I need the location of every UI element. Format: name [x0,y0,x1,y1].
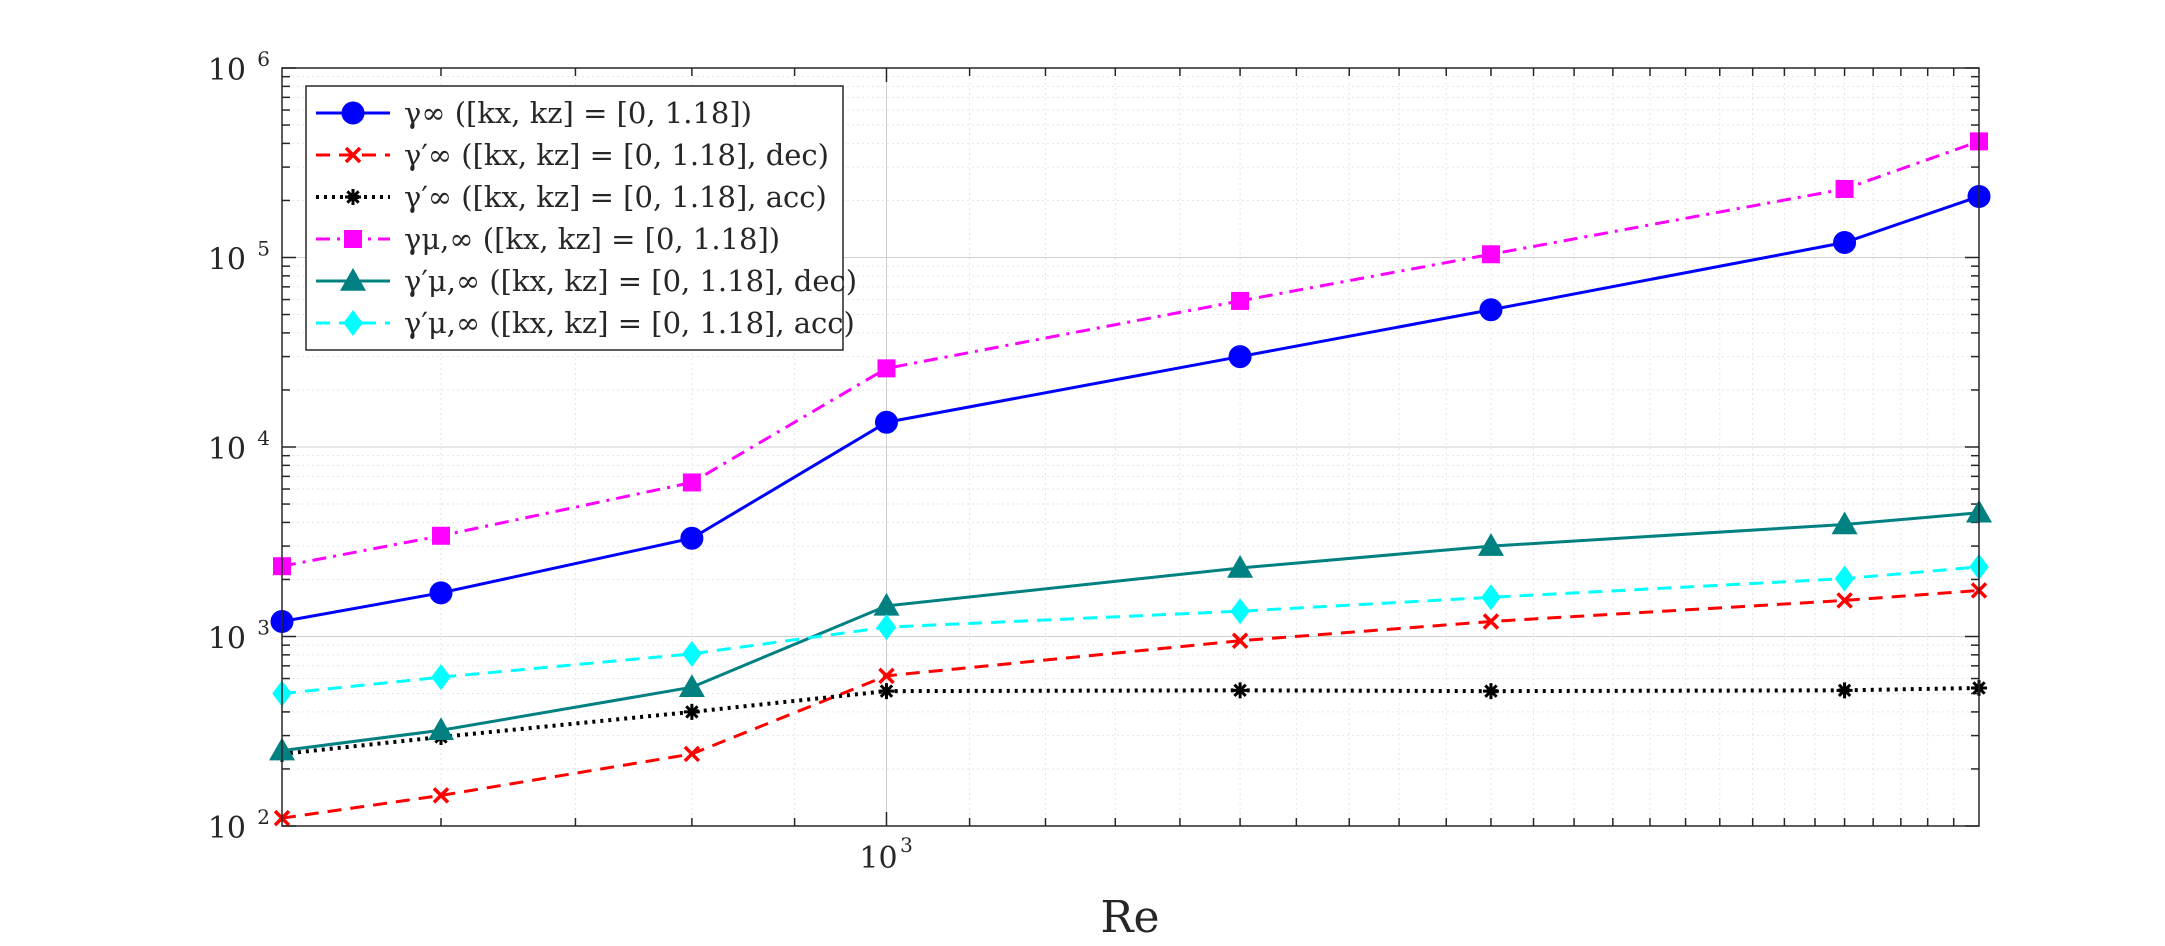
data-point [1482,683,1499,700]
y-tick-label: 10 [208,53,246,88]
data-point [1833,230,1857,254]
legend-item: γ′μ,∞ ([kx, kz] = [0, 1.18], acc) [316,306,855,340]
legend-label: γ′∞ ([kx, kz] = [0, 1.18], dec) [404,138,829,172]
series-4 [273,132,1988,576]
data-point [1227,554,1254,578]
data-point [1232,682,1249,699]
data-point [1479,298,1503,322]
legend-item: γ′μ,∞ ([kx, kz] = [0, 1.18], dec) [316,264,857,298]
y-tick-label-exponent: 3 [257,616,270,640]
legend-item: γ∞ ([kx, kz] = [0, 1.18]) [316,96,752,130]
data-point [429,581,453,605]
series-line [281,588,1980,820]
data-point [682,640,702,667]
legend-item: γ′∞ ([kx, kz] = [0, 1.18], dec) [316,138,829,172]
data-point [1481,584,1501,611]
y-tick-label: 10 [208,432,246,467]
data-point [683,745,701,763]
data-point [1228,345,1252,369]
data-point [873,592,900,616]
data-point [1482,613,1500,630]
data-point [878,667,895,685]
data-point [1231,632,1249,649]
legend: γ∞ ([kx, kz] = [0, 1.18]) γ′∞ ([kx, kz] =… [305,85,857,351]
data-point [431,664,451,691]
x-axis-label: Re [1100,892,1159,943]
legend-item: γμ,∞ ([kx, kz] = [0, 1.18]) [316,222,780,256]
legend-label: γ∞ ([kx, kz] = [0, 1.18]) [404,96,752,130]
plot-frame [281,67,1980,827]
data-point [877,359,896,378]
legend-label: γ′∞ ([kx, kz] = [0, 1.18], acc) [404,180,827,214]
series-line [281,565,1980,696]
series-line [281,195,1980,623]
data-point [1831,511,1858,535]
series-line [281,139,1980,568]
y-tick-label: 10 [208,622,246,657]
data-point [1477,533,1504,556]
legend-item: γ′∞ ([kx, kz] = [0, 1.18], acc) [316,180,827,214]
data-point [1834,565,1855,592]
data-point [1836,682,1853,699]
legend-label: γ′μ,∞ ([kx, kz] = [0, 1.18], acc) [404,306,855,340]
x-tick-label: 10 [859,841,897,876]
data-point [344,230,362,248]
data-point [680,526,704,550]
x-tick-label-exponent: 3 [900,833,913,857]
series-1 [270,184,1991,633]
data-point [343,310,363,336]
y-tick-label-exponent: 2 [257,805,270,829]
data-point [427,717,454,741]
y-tick-label: 10 [208,243,246,278]
data-point [1835,179,1854,198]
data-point [683,703,700,720]
y-tick-label-exponent: 5 [257,237,270,261]
data-point [344,146,362,164]
data-point [1231,291,1250,310]
legend-box [305,85,844,351]
tick-labels: 10 210 310 410 510 610 3 [208,47,913,876]
legend-label: γ′μ,∞ ([kx, kz] = [0, 1.18], dec) [404,264,857,298]
data-point [878,683,895,700]
data-point [678,674,705,697]
series-line [281,511,1980,753]
data-point [1230,598,1250,625]
y-tick-label-exponent: 4 [257,426,270,450]
series-line [281,685,1980,756]
data-point [1836,592,1853,609]
data-point [876,614,897,641]
y-tick-label-exponent: 6 [257,47,270,71]
data-point [431,526,450,545]
data-point [341,101,365,125]
data-point [345,189,361,205]
data-point [682,473,701,492]
data-point [340,268,366,291]
data-point [432,787,450,804]
legend-label: γμ,∞ ([kx, kz] = [0, 1.18]) [404,222,780,256]
y-tick-label: 10 [208,811,246,846]
data-point [874,410,898,434]
data-point [1481,245,1500,264]
